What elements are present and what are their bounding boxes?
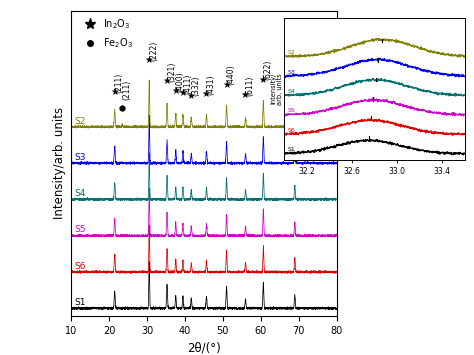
Text: (440): (440) [227, 65, 236, 85]
Text: (431): (431) [207, 74, 216, 95]
Text: S5: S5 [288, 108, 295, 113]
Text: $\bigstar$: $\bigstar$ [258, 73, 268, 84]
Text: (222): (222) [149, 40, 158, 61]
Y-axis label: Intensity/arb. units: Intensity/arb. units [53, 107, 65, 219]
Text: S3: S3 [288, 70, 296, 75]
Text: S1: S1 [74, 298, 86, 307]
Text: $\bigstar$: $\bigstar$ [178, 87, 188, 98]
X-axis label: 2θ/(°): 2θ/(°) [187, 341, 221, 354]
Text: $\bigstar$: $\bigstar$ [162, 75, 172, 86]
Text: (640): (640) [295, 70, 304, 91]
Text: S5: S5 [74, 225, 86, 234]
Text: (321): (321) [167, 61, 176, 82]
Text: $\bigstar$: $\bigstar$ [171, 86, 181, 97]
Text: S6: S6 [74, 262, 86, 271]
Text: S4: S4 [288, 89, 296, 94]
Text: (332): (332) [191, 76, 201, 97]
Text: $\bigstar$: $\bigstar$ [201, 88, 211, 99]
Text: $\bigstar$: $\bigstar$ [109, 86, 120, 97]
Text: $\bigstar$: $\bigstar$ [144, 54, 154, 65]
Text: S2: S2 [288, 50, 296, 55]
Text: (611): (611) [246, 75, 255, 95]
Text: (211): (211) [122, 80, 131, 100]
Legend: In$_2$O$_3$, Fe$_2$O$_3$: In$_2$O$_3$, Fe$_2$O$_3$ [79, 16, 135, 52]
Text: S3: S3 [74, 153, 86, 162]
Text: S1: S1 [288, 147, 295, 152]
Text: (211): (211) [115, 72, 124, 93]
Text: (622): (622) [264, 60, 273, 80]
Text: $\bigstar$: $\bigstar$ [186, 90, 196, 101]
Text: $\bigstar$: $\bigstar$ [290, 84, 300, 95]
Text: S6: S6 [288, 128, 295, 133]
Text: $\bigstar$: $\bigstar$ [240, 89, 251, 100]
Text: (411): (411) [183, 73, 192, 94]
Text: S4: S4 [74, 189, 85, 198]
Text: (400): (400) [176, 72, 185, 92]
Y-axis label: Intensity/
arb. units: Intensity/ arb. units [270, 73, 283, 105]
Text: $\bigstar$: $\bigstar$ [221, 78, 232, 90]
Text: S2: S2 [74, 116, 85, 126]
